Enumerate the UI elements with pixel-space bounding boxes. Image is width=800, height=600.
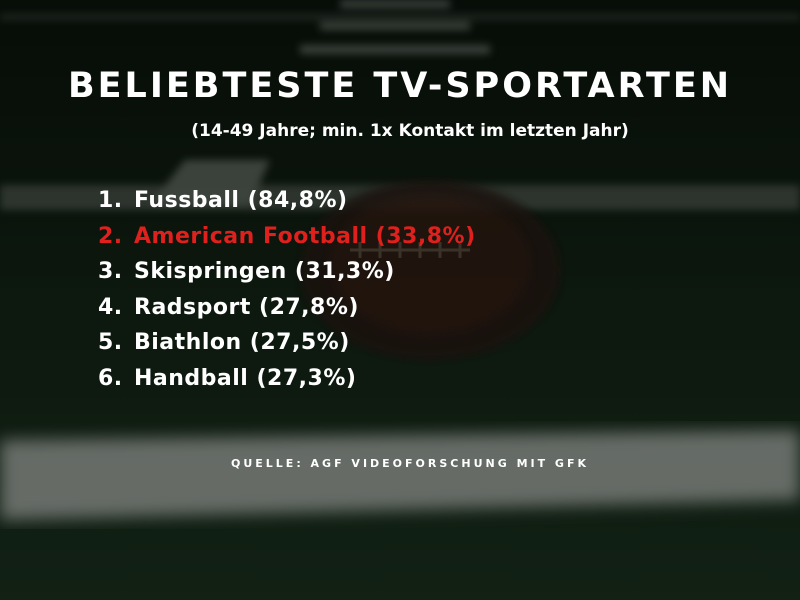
item-label: Handball (27,3%) [134, 365, 357, 391]
rank: 1. [98, 188, 123, 213]
item-label: Skispringen (31,3%) [134, 259, 395, 284]
list-item: 6. Handball (27,3%) [98, 366, 476, 402]
ranking-list: 1. Fussball (84,8%) 2. American Football (3… [98, 188, 476, 401]
rank: 5. [98, 330, 123, 355]
item-label: American Football (33,8%) [134, 223, 476, 249]
source: QUELLE: AGF VIDEOFORSCHUNG MIT GFK [230, 457, 590, 470]
item-label: Fussball (84,8%) [134, 188, 348, 213]
rank: 2. [98, 223, 123, 249]
list-item: 1. Fussball (84,8%) [98, 188, 476, 224]
list-item: 5. Biathlon (27,5%) [98, 330, 476, 366]
list-item: 3. Skispringen (31,3%) [98, 259, 476, 295]
item-label: Radsport (27,8%) [134, 294, 359, 320]
list-item: 2. American Football (33,8%) [98, 224, 476, 260]
subtitle: (14-49 Jahre; min. 1x Kontakt im letzten… [191, 121, 629, 141]
list-item: 4. Radsport (27,8%) [98, 295, 476, 331]
item-label: Biathlon (27,5%) [134, 330, 350, 355]
rank: 4. [98, 294, 123, 320]
rank: 3. [98, 259, 123, 284]
title: BELIEBTESTE TV-SPORTARTEN [67, 66, 733, 106]
rank: 6. [98, 365, 123, 391]
